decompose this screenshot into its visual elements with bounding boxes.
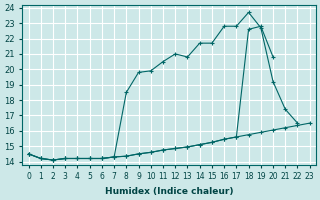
- X-axis label: Humidex (Indice chaleur): Humidex (Indice chaleur): [105, 187, 233, 196]
